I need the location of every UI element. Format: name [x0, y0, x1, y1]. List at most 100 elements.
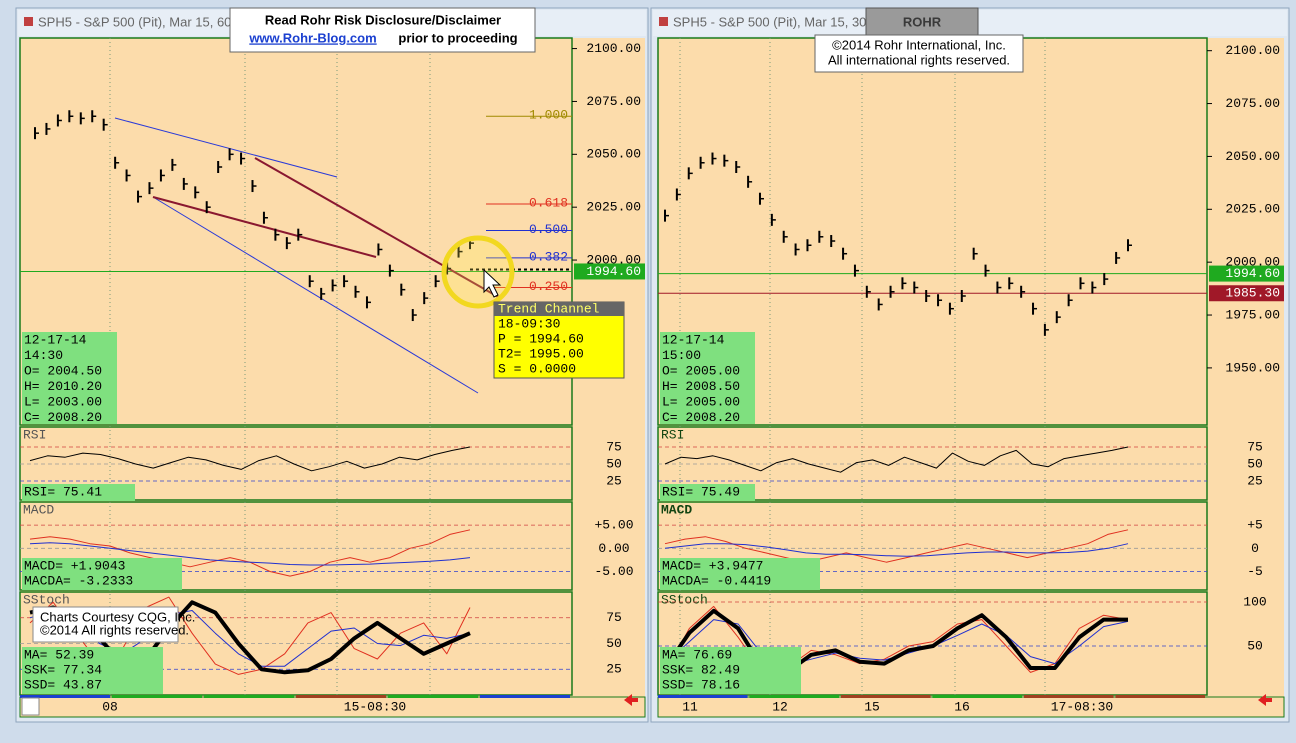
panel-border: [19, 501, 573, 591]
readout-box: [660, 558, 820, 590]
indicator-tick-label: 50: [606, 456, 622, 471]
y-tick-label: 2075.00: [1225, 96, 1280, 111]
indicator-label: SStoch: [661, 592, 708, 607]
y-tick-label: 1950.00: [1225, 360, 1280, 375]
time-label: 12: [772, 699, 788, 714]
trend-line: S = 0.0000: [498, 361, 576, 376]
courtesy-text: Charts Courtesy CQG, Inc.: [40, 609, 195, 624]
session-bar: [204, 695, 294, 698]
price-level-label: 1994.60: [586, 264, 641, 279]
session-bar: [749, 695, 839, 698]
indicator-line: [664, 605, 1129, 673]
trend-line: [152, 196, 377, 258]
copyright-box: [814, 34, 1024, 73]
info-line: 12-17-14: [24, 332, 87, 347]
info-line: O= 2004.50: [24, 363, 102, 378]
charts: SPH5 - S&P 500 (Pit), Mar 15, 60 Min 08 15…: [18, 10, 1287, 718]
session-bar: [388, 695, 478, 698]
info-line: C= 2008.20: [662, 410, 740, 425]
time-label: 17-08:30: [1051, 699, 1113, 714]
indicator-tick-label: 0.00: [598, 541, 629, 556]
indicator-tick-label: +5: [1247, 518, 1263, 533]
indicator-tick-label: -5.00: [594, 564, 633, 579]
y-tick-label: 2025.00: [1225, 202, 1280, 217]
indicator-tick-label: 75: [1247, 439, 1263, 454]
y-tick-label: 2100.00: [1225, 43, 1280, 58]
readout: SSK= 77.34: [24, 662, 102, 677]
readout-box: [660, 647, 801, 694]
price-level-tag: [574, 263, 645, 280]
cursor-highlight: [441, 235, 515, 309]
window-icon: [24, 17, 33, 26]
indicator-tick-label: 0: [1251, 541, 1259, 556]
readout-box: [22, 558, 182, 590]
readout-box: [22, 484, 135, 501]
indicator-label: MACD: [23, 502, 54, 517]
readout: SSD= 43.87: [24, 677, 102, 692]
indicator-tick-label: 100: [1243, 594, 1266, 609]
indicator-line: [664, 529, 1129, 563]
session-bar: [480, 695, 570, 698]
info-line: 12-17-14: [662, 332, 725, 347]
courtesy-box: [32, 606, 179, 643]
indicator-tick-label: 25: [606, 473, 622, 488]
indicator-tick-label: +5.00: [594, 518, 633, 533]
time-label: 16: [954, 699, 970, 714]
panel-border: [657, 426, 1208, 501]
indicator-tick-label: 50: [1247, 456, 1263, 471]
session-bar: [1024, 695, 1114, 698]
indicator-line: [29, 600, 471, 675]
info-line: C= 2008.20: [24, 410, 102, 425]
readout: RSI= 75.41: [24, 484, 102, 499]
banner-text: prior to proceeding: [398, 30, 517, 45]
readout: MACD= +1.9043: [24, 558, 125, 573]
readout: SSK= 82.49: [662, 662, 740, 677]
info-line: 14:30: [24, 348, 63, 363]
info-line: 15:00: [662, 348, 701, 363]
copyright-text: All international rights reserved.: [828, 52, 1010, 67]
banner-link[interactable]: www.Rohr-Blog.com: [248, 30, 376, 45]
price-level-tag: [1209, 265, 1284, 282]
indicator-label: RSI: [661, 427, 684, 442]
indicator-tick-label: -5: [1247, 564, 1263, 579]
courtesy-text: ©2014 All rights reserved.: [40, 622, 189, 637]
indicator-line: [663, 608, 1128, 675]
indicator-label: RSI: [23, 427, 46, 442]
scroll-box: [21, 697, 40, 716]
trend-line: [152, 196, 479, 394]
fib-label: 0.500: [529, 222, 568, 237]
window-title: SPH5 - S&P 500 (Pit), Mar 15, 30 Min: [673, 14, 891, 29]
y-tick-label: 2050.00: [586, 147, 641, 162]
price-level-label: 1994.60: [1225, 266, 1280, 281]
indicator-tick-label: 75: [606, 439, 622, 454]
time-label: 08: [102, 699, 118, 714]
indicator-tick-label: 75: [606, 610, 622, 625]
time-label: 15-08:30: [344, 699, 406, 714]
window-title: SPH5 - S&P 500 (Pit), Mar 15, 60 Min: [38, 14, 256, 29]
logo: ROHR: [903, 14, 942, 29]
session-bar: [296, 695, 386, 698]
indicator-tick-label: 50: [1247, 638, 1263, 653]
mouse-cursor: [483, 268, 502, 298]
time-label: 15: [864, 699, 880, 714]
copyright-text: ©2014 Rohr International, Inc.: [832, 37, 1006, 52]
session-bar: [932, 695, 1022, 698]
fib-label: 1.000: [529, 108, 568, 123]
readout: MACD= +3.9477: [662, 558, 763, 573]
indicator-tick-label: 25: [606, 662, 622, 677]
trend-line: 18-09:30: [498, 316, 560, 331]
info-line: H= 2008.50: [662, 379, 740, 394]
info-line: L= 2005.00: [662, 394, 740, 409]
info-box: [660, 332, 755, 424]
session-bar: [20, 695, 110, 698]
trend-title: Trend Channel: [498, 301, 600, 316]
indicator-tick-label: 25: [1247, 473, 1263, 488]
y-tick-label: 1975.00: [1225, 307, 1280, 322]
info-line: H= 2010.20: [24, 379, 102, 394]
info-box: [22, 332, 117, 424]
readout: MA= 52.39: [24, 647, 94, 662]
session-bar: [1115, 695, 1205, 698]
trend-line: P = 1994.60: [498, 331, 584, 346]
y-tick-label: 2100.00: [586, 41, 641, 56]
